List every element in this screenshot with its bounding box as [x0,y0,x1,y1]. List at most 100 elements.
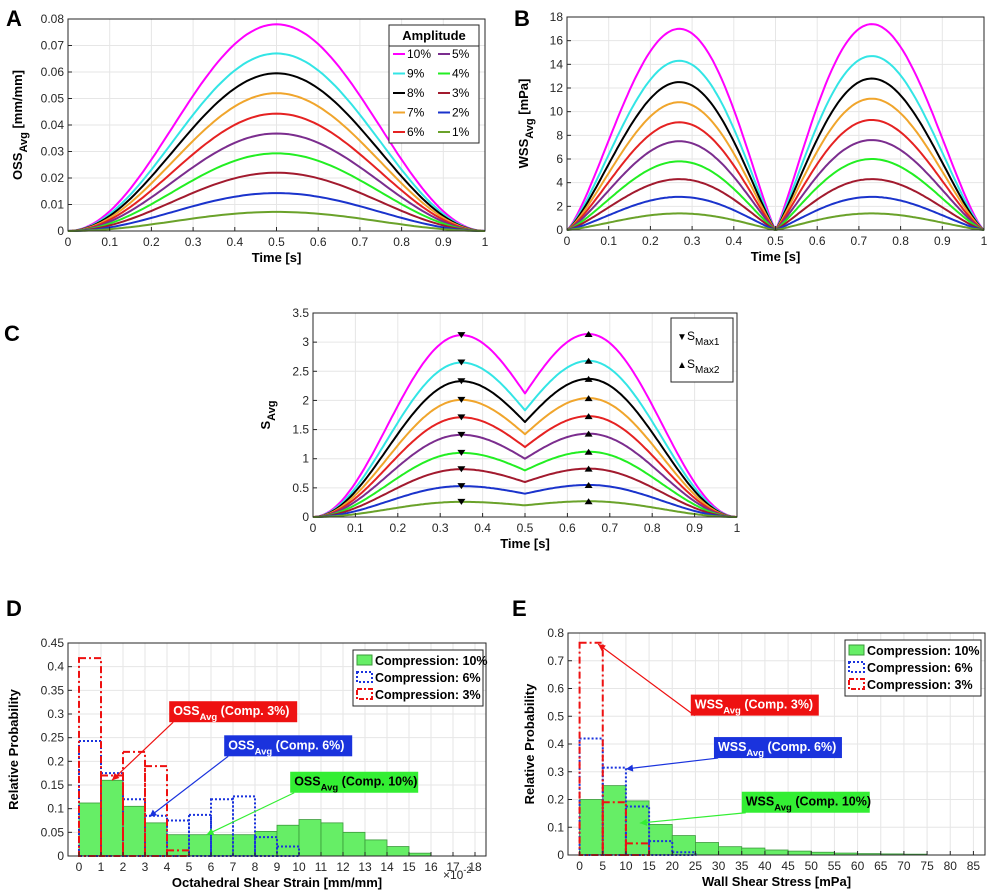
legend-marker: ▼ [677,332,687,343]
x-tick-label: 0.6 [559,521,576,535]
x-tick-label: 0.6 [310,235,327,249]
hist-bar-dashdot [578,641,604,857]
x-tick-label: 6 [208,860,215,874]
hist-bar-filled [625,800,650,856]
smax1-marker [457,332,466,339]
y-tick-label: 2.5 [292,364,309,378]
x-tick-label: 0.5 [767,234,784,248]
hist-bar-filled [579,799,604,856]
x-tick-label: 0.8 [892,234,909,248]
x-tick-label: 65 [874,859,888,873]
line-chart-wss: 0 0.1 0.2 0.3 0.4 0.5 0.6 0.7 0.8 0.9 102468101214… [516,10,988,264]
panel-label-d: D [6,596,22,621]
annotation-arrow-line [111,721,174,781]
x-tick-label: 0.1 [347,521,364,535]
legend-swatch [356,654,373,666]
x-tick-label: 0.7 [352,235,369,249]
x-tick-label: 0 [65,235,72,249]
x-tick-label: 0.2 [642,234,659,248]
x-tick-label: 0.8 [644,521,661,535]
x-tick-label: 0.4 [474,521,491,535]
legend-entry: 7% [407,106,425,120]
y-tick-label: 0 [57,849,64,863]
y-tick-label: 0.2 [547,793,564,807]
y-tick-label: 2 [302,393,309,407]
x-tick-label: 0 [564,234,571,248]
x-tick-label: 10 [619,859,633,873]
legend-entry: 2% [452,106,470,120]
x-tick-label: 5 [186,860,193,874]
hist-bar-filled [166,834,190,857]
x-tick-label: 20 [666,859,680,873]
x-tick-label: 0.5 [268,235,285,249]
x-axis-label: Time [s] [252,250,302,265]
savg-series-line [312,415,738,518]
hist-bar-dotted [188,813,212,858]
y-tick-label: 0.01 [41,198,65,212]
oss-series-line [67,152,486,232]
hist-bar-filled [648,824,673,856]
legend-entry: 9% [407,67,425,81]
y-tick-label: 0.5 [292,481,309,495]
annotation-arrow-head [206,828,215,835]
x-tick-label: 7 [230,860,237,874]
y-axis-label: SAvg [258,400,278,429]
hist-bar-filled [671,835,696,856]
x-tick-label: 9 [274,860,281,874]
annotation-box [224,735,353,757]
legend-entry: Compression: 6% [375,671,481,685]
x-tick-label: 5 [599,859,606,873]
legend-title: Amplitude [402,28,466,43]
x-tick-label: 0 [576,859,583,873]
hist-bar-filled [764,849,789,856]
oss-series-line [68,210,485,232]
y-tick-label: 0.3 [47,707,64,721]
x-tick-label: 0.9 [686,521,703,535]
oss-series-line [67,52,486,232]
legend-entry: 5% [452,47,470,61]
y-tick-label: 8 [556,128,563,142]
x-tick-label: 16 [424,860,438,874]
smax2-marker [584,498,593,505]
y-tick-label: 1 [302,452,309,466]
x-tick-label: 0.3 [684,234,701,248]
y-tick-label: 3.5 [292,306,309,320]
x-tick-label: 0.9 [435,235,452,249]
annotation-box [690,694,819,716]
y-tick-label: 10 [550,105,564,119]
smax2-marker [584,357,593,364]
x-tick-label: 0.2 [389,521,406,535]
annotation-box [290,771,419,793]
y-tick-label: 0.04 [41,118,65,132]
oss-series-line [67,132,486,232]
x-tick-label: 1 [734,521,741,535]
y-tick-label: 12 [550,81,564,95]
y-tick-label: 0.7 [547,654,564,668]
x-tick-label: 0.1 [600,234,617,248]
x-tick-label: 15 [642,859,656,873]
y-tick-label: 0 [302,510,309,524]
x-tick-label: 17 [446,860,460,874]
annotation-label: WSSAvg (Comp. 6%) [718,740,836,759]
panel-label-c: C [4,321,20,346]
annotation-label: OSSAvg (Comp. 6%) [228,738,344,757]
smax2-marker [584,465,593,472]
hist-bar-dashdot [601,801,627,857]
legend-swatch [848,678,865,690]
annotation-label: WSSAvg (Comp. 3%) [695,698,813,717]
x-tick-label: 40 [758,859,772,873]
smax2-marker [584,413,593,420]
oss-series-line [68,192,485,232]
annotation-arrow-line [597,643,696,717]
x-tick-label: 0.1 [101,235,118,249]
hist-bar-filled [602,785,627,856]
legend-entry: 10% [407,47,431,61]
annotation-arrow-head [598,644,606,652]
y-tick-label: 2 [556,199,563,213]
line-chart-savg: 0 0.1 0.2 0.3 0.4 0.5 0.6 0.7 0.8 0.9 1 0 0.5 1 1.5 2 2.… [258,306,741,551]
smax1-marker [457,378,466,385]
hist-bar-filled [188,834,212,857]
panel-label-e: E [512,596,527,621]
x-axis-label: Wall Shear Stress [mPa] [702,874,851,889]
